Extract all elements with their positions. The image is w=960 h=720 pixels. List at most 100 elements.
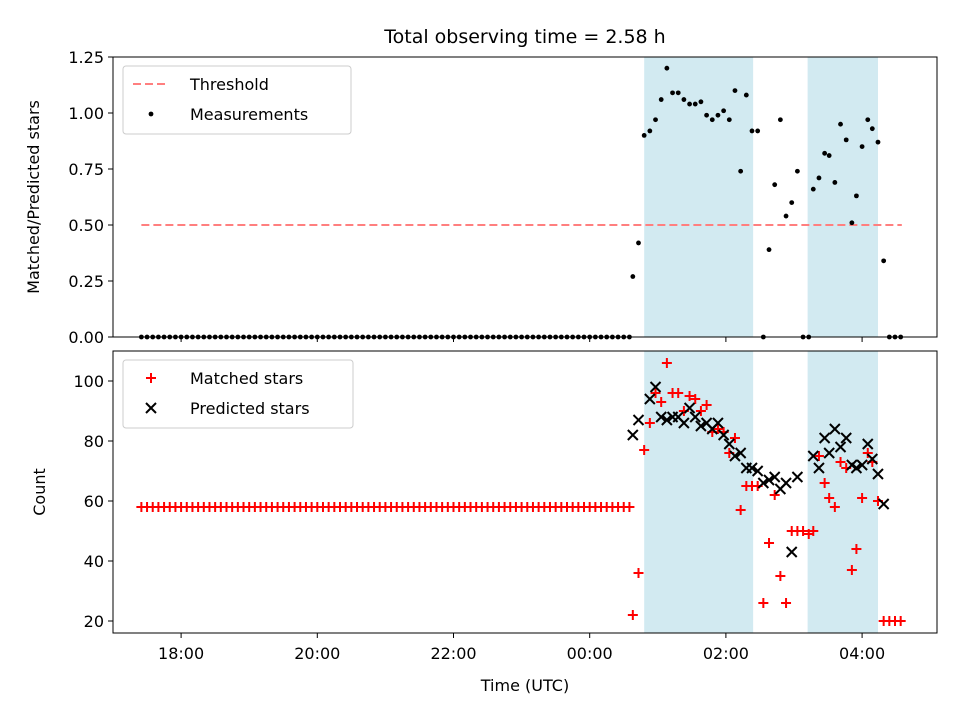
data-point bbox=[627, 610, 638, 620]
data-point bbox=[881, 258, 887, 264]
data-point bbox=[684, 391, 695, 401]
data-point bbox=[768, 471, 781, 483]
data-point bbox=[655, 411, 667, 423]
data-point bbox=[772, 182, 778, 188]
top-plot: 0.00 0.25 0.50 0.75 1.00 1.25 Matched/Predicte… bbox=[24, 26, 938, 347]
data-point bbox=[723, 438, 736, 450]
y-tick-label: 0.75 bbox=[68, 160, 104, 179]
data-point bbox=[734, 447, 747, 459]
data-point bbox=[692, 101, 698, 107]
data-point bbox=[850, 462, 863, 474]
data-point bbox=[738, 168, 744, 174]
y-tick-label: 60 bbox=[84, 492, 104, 511]
data-point bbox=[843, 137, 849, 143]
data-point bbox=[769, 490, 780, 500]
data-point bbox=[712, 417, 724, 429]
plot-frame bbox=[112, 350, 938, 634]
data-point bbox=[834, 441, 847, 453]
data-point bbox=[764, 538, 775, 548]
data-point bbox=[758, 598, 769, 608]
data-point bbox=[650, 388, 661, 398]
data-point bbox=[789, 200, 795, 206]
data-point bbox=[816, 175, 822, 181]
data-point bbox=[749, 128, 755, 134]
data-point bbox=[630, 274, 636, 279]
data-point bbox=[813, 451, 824, 461]
data-point bbox=[661, 358, 672, 368]
x-tick-label: 04:00 bbox=[839, 644, 885, 663]
y-tick-label: 0.00 bbox=[68, 328, 104, 347]
y-axis-label: Matched/Predicted stars bbox=[24, 100, 43, 294]
data-point bbox=[673, 388, 684, 398]
data-point bbox=[729, 433, 740, 443]
data-point bbox=[851, 544, 862, 554]
y-tick-label: 20 bbox=[84, 612, 104, 631]
data-point bbox=[877, 498, 890, 510]
y-tick-label: 1.00 bbox=[68, 104, 104, 123]
shaded-region bbox=[644, 57, 754, 337]
data-point bbox=[624, 502, 635, 512]
legend-label: Predicted stars bbox=[190, 399, 310, 418]
bottom-plot: 20 40 60 80 100 18:00 20:00 22:00 00:00 02:00 04:0… bbox=[30, 350, 938, 695]
data-point bbox=[822, 150, 828, 156]
data-point bbox=[826, 153, 832, 158]
data-point bbox=[658, 97, 664, 102]
data-point bbox=[794, 168, 800, 174]
data-point bbox=[798, 526, 809, 536]
data-point bbox=[849, 220, 855, 226]
data-point bbox=[701, 400, 712, 410]
legend-swatch bbox=[145, 402, 157, 414]
data-point bbox=[857, 493, 868, 503]
data-point bbox=[829, 423, 841, 435]
data-point bbox=[783, 213, 789, 219]
x-axis-label: Time (UTC) bbox=[480, 676, 569, 695]
data-point bbox=[632, 414, 645, 426]
x-tick-label: 18:00 bbox=[158, 644, 204, 663]
data-point bbox=[681, 97, 687, 102]
data-point bbox=[627, 429, 639, 441]
data-point bbox=[869, 126, 875, 132]
legend-label: Threshold bbox=[189, 75, 269, 94]
legend-swatch bbox=[148, 111, 154, 117]
data-point bbox=[675, 90, 681, 96]
data-point bbox=[823, 447, 835, 459]
data-point bbox=[698, 99, 704, 105]
data-point bbox=[786, 546, 798, 558]
data-point bbox=[695, 406, 706, 416]
y-tick-label: 1.25 bbox=[68, 48, 104, 67]
data-point bbox=[647, 128, 653, 134]
legend-box bbox=[122, 65, 352, 135]
data-point bbox=[865, 117, 871, 123]
data-point bbox=[856, 459, 868, 471]
data-point bbox=[829, 502, 840, 512]
y-tick-label: 100 bbox=[73, 372, 104, 391]
y-tick-label: 40 bbox=[84, 552, 104, 571]
data-point bbox=[818, 432, 831, 444]
data-point bbox=[717, 429, 730, 441]
data-point bbox=[641, 133, 647, 138]
data-point bbox=[649, 381, 662, 393]
legend-label: Matched stars bbox=[190, 369, 303, 388]
data-point bbox=[653, 117, 658, 123]
data-point bbox=[644, 418, 655, 428]
data-point bbox=[633, 568, 644, 578]
data-point bbox=[808, 526, 819, 536]
x-tick-label: 00:00 bbox=[567, 644, 613, 663]
data-point bbox=[862, 438, 874, 450]
data-point bbox=[661, 414, 673, 426]
data-point bbox=[636, 240, 641, 246]
data-point bbox=[854, 193, 859, 199]
data-point bbox=[810, 186, 816, 192]
data-point bbox=[639, 445, 650, 455]
data-point bbox=[690, 394, 701, 404]
data-point bbox=[875, 139, 881, 145]
data-point bbox=[838, 121, 843, 127]
data-point bbox=[704, 112, 709, 118]
data-point bbox=[746, 462, 758, 474]
series-measurements bbox=[138, 65, 904, 340]
y-tick-label: 80 bbox=[84, 432, 104, 451]
x-tick-label: 20:00 bbox=[294, 644, 340, 663]
data-point bbox=[862, 448, 873, 458]
data-point bbox=[670, 90, 675, 96]
